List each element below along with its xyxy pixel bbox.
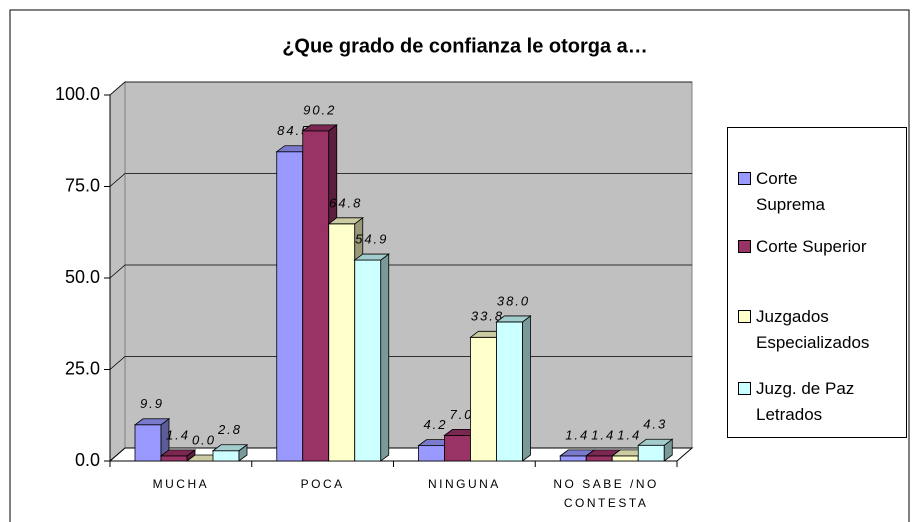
bar	[637, 438, 674, 462]
bar-top	[211, 444, 249, 452]
chart-title: ¿Que grado de confianza le otorga a…	[282, 35, 648, 57]
bar-top-shade	[638, 439, 673, 446]
bar-top-shade	[612, 449, 647, 456]
value-label: 84.5	[277, 123, 310, 138]
value-label: 1.4	[166, 427, 190, 442]
bar-top-shade	[354, 254, 389, 261]
legend-item: Corte Superior	[738, 234, 906, 260]
bar-top-shade	[444, 429, 479, 436]
bar-front	[637, 444, 665, 462]
bar	[133, 417, 171, 462]
bar-top-shade	[470, 331, 505, 338]
legend-label: Corte Superior	[756, 237, 867, 256]
value-label: 90.2	[303, 102, 336, 117]
legend-label: Juzgados Especializados	[756, 307, 870, 352]
bar-front	[418, 445, 445, 462]
bar-top-shade	[418, 439, 453, 446]
legend-swatch	[738, 240, 751, 253]
value-label: 64.8	[329, 195, 362, 210]
bar-top	[495, 315, 532, 323]
bar	[159, 449, 197, 462]
grid-line	[109, 173, 692, 187]
value-label: 7.0	[449, 407, 473, 422]
bar	[211, 443, 249, 462]
legend-swatch	[738, 382, 751, 395]
value-label: 1.4	[617, 427, 641, 442]
y-tick-label: 50.0	[65, 267, 100, 287]
value-label: 9.9	[140, 396, 164, 411]
bar-top-shade	[586, 449, 621, 456]
bar-front	[134, 424, 162, 462]
bar	[495, 315, 532, 462]
value-label: 4.2	[423, 417, 447, 432]
bar	[185, 454, 223, 462]
bar-side-shade	[664, 439, 673, 461]
bar-front	[585, 455, 613, 462]
value-label: 1.4	[565, 427, 589, 442]
bar-side-shade	[239, 444, 247, 461]
x-tick-label: MUCHA	[152, 477, 210, 491]
bar-top	[159, 449, 197, 457]
y-tick-label: 0.0	[75, 450, 100, 470]
legend: Corte Suprema Corte Superior Juzgados Espe…	[727, 127, 907, 438]
legend-label: Corte Suprema	[756, 169, 825, 214]
bar-side-shade	[161, 418, 169, 461]
bar-top-shade	[187, 455, 221, 461]
x-tick-label: NO SABE /NO CONTESTA	[553, 477, 659, 510]
bar-front	[559, 455, 587, 462]
bar-side-shade	[522, 315, 531, 461]
value-label: 54.9	[355, 232, 388, 247]
bar-front	[212, 450, 240, 462]
bar-front	[470, 336, 497, 462]
bar-top-shade	[213, 444, 247, 451]
grid-line	[109, 81, 692, 96]
bar-top	[301, 124, 338, 132]
legend-swatch	[738, 310, 751, 323]
y-tick-label: 75.0	[65, 175, 100, 195]
legend-label: Juzg. de Paz Letrados	[756, 379, 855, 424]
bar-front	[276, 151, 304, 462]
bar-top-shade	[161, 449, 195, 456]
bar-top	[327, 217, 364, 225]
bar-front	[354, 259, 382, 462]
bar-front	[160, 455, 188, 462]
value-label: 33.8	[471, 309, 504, 324]
value-label: 0.0	[192, 432, 216, 447]
value-label: 38.0	[497, 293, 530, 308]
bar-front	[302, 130, 330, 462]
value-label: 2.8	[217, 422, 242, 437]
bar-top-shade	[135, 418, 169, 425]
legend-item: Juzg. de Paz Letrados	[738, 376, 906, 428]
bar-front	[444, 434, 471, 462]
legend-item: Corte Suprema	[738, 166, 906, 218]
bar-top-shade	[328, 217, 363, 224]
bar-front	[328, 223, 356, 462]
bar	[353, 253, 390, 462]
value-label: 4.3	[643, 417, 667, 432]
y-tick-label: 100.0	[55, 84, 100, 104]
bar-side-shade	[380, 254, 389, 461]
y-tick-label: 25.0	[65, 358, 100, 378]
bar-top	[353, 253, 390, 261]
x-tick-label: POCA	[300, 477, 345, 491]
legend-swatch	[738, 172, 751, 185]
legend-item: Juzgados Especializados	[738, 304, 906, 356]
bar-side-shade	[187, 449, 195, 461]
bar-top	[133, 418, 171, 426]
bar-top-shade	[302, 124, 337, 131]
bar-front	[611, 455, 639, 462]
bar-top-shade	[496, 315, 531, 322]
grid-line	[109, 264, 692, 279]
x-tick-label: NINGUNA	[427, 477, 501, 491]
value-label: 1.4	[591, 427, 615, 442]
bar-top	[637, 438, 674, 446]
bar-top-shade	[276, 145, 311, 152]
bar-top-shade	[560, 449, 595, 456]
bar-front	[496, 321, 523, 462]
